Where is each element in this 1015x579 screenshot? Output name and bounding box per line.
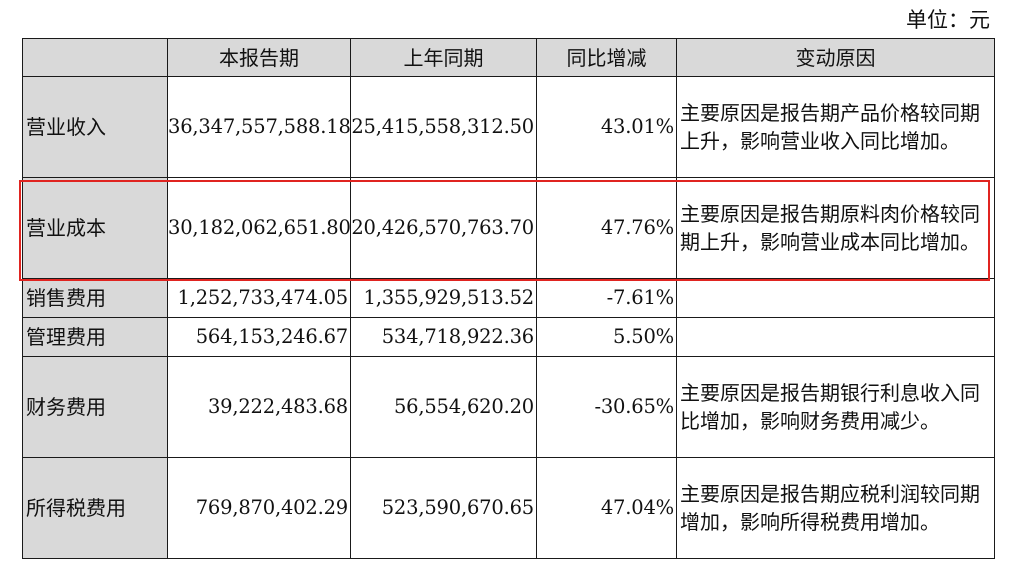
financial-table: 本报告期 上年同期 同比增减 变动原因 营业收入 36,347,557,588.… [22, 38, 995, 559]
row-reason: 主要原因是报告期银行利息收入同比增加，影响财务费用减少。 [676, 356, 995, 458]
row-current: 36,347,557,588.18 [167, 76, 351, 178]
table-row: 营业成本 30,182,062,651.80 20,426,570,763.70… [22, 177, 995, 279]
row-reason [676, 317, 995, 357]
row-change: 47.04% [536, 457, 677, 559]
row-item: 销售费用 [22, 278, 168, 318]
row-change: -30.65% [536, 356, 677, 458]
row-reason: 主要原因是报告期产品价格较同期上升，影响营业收入同比增加。 [676, 76, 995, 178]
unit-label: 单位：元 [906, 8, 990, 32]
header-current-period: 本报告期 [167, 38, 351, 77]
row-reason: 主要原因是报告期应税利润较同期增加，影响所得税费用增加。 [676, 457, 995, 559]
row-current: 769,870,402.29 [167, 457, 351, 559]
header-item [22, 38, 168, 77]
table-row: 所得税费用 769,870,402.29 523,590,670.65 47.0… [22, 457, 995, 559]
row-current: 39,222,483.68 [167, 356, 351, 458]
row-prior: 25,415,558,312.50 [350, 76, 537, 178]
row-current: 30,182,062,651.80 [167, 177, 351, 279]
row-change: 47.76% [536, 177, 677, 279]
header-yoy-change: 同比增减 [536, 38, 677, 77]
row-current: 564,153,246.67 [167, 317, 351, 357]
header-change-reason: 变动原因 [676, 38, 995, 77]
row-item: 所得税费用 [22, 457, 168, 559]
table-row: 营业收入 36,347,557,588.18 25,415,558,312.50… [22, 76, 995, 178]
row-reason [676, 278, 995, 318]
row-prior: 20,426,570,763.70 [350, 177, 537, 279]
header-prior-period: 上年同期 [350, 38, 537, 77]
table-row: 财务费用 39,222,483.68 56,554,620.20 -30.65%… [22, 356, 995, 458]
row-item: 营业收入 [22, 76, 168, 178]
row-prior: 56,554,620.20 [350, 356, 537, 458]
row-current: 1,252,733,474.05 [167, 278, 351, 318]
row-item: 营业成本 [22, 177, 168, 279]
table-header-row: 本报告期 上年同期 同比增减 变动原因 [22, 38, 995, 77]
row-change: 43.01% [536, 76, 677, 178]
row-change: -7.61% [536, 278, 677, 318]
row-prior: 534,718,922.36 [350, 317, 537, 357]
table-row: 销售费用 1,252,733,474.05 1,355,929,513.52 -… [22, 278, 995, 318]
row-item: 管理费用 [22, 317, 168, 357]
row-item: 财务费用 [22, 356, 168, 458]
row-prior: 1,355,929,513.52 [350, 278, 537, 318]
row-prior: 523,590,670.65 [350, 457, 537, 559]
table-row: 管理费用 564,153,246.67 534,718,922.36 5.50% [22, 317, 995, 357]
row-reason: 主要原因是报告期原料肉价格较同期上升，影响营业成本同比增加。 [676, 177, 995, 279]
row-change: 5.50% [536, 317, 677, 357]
